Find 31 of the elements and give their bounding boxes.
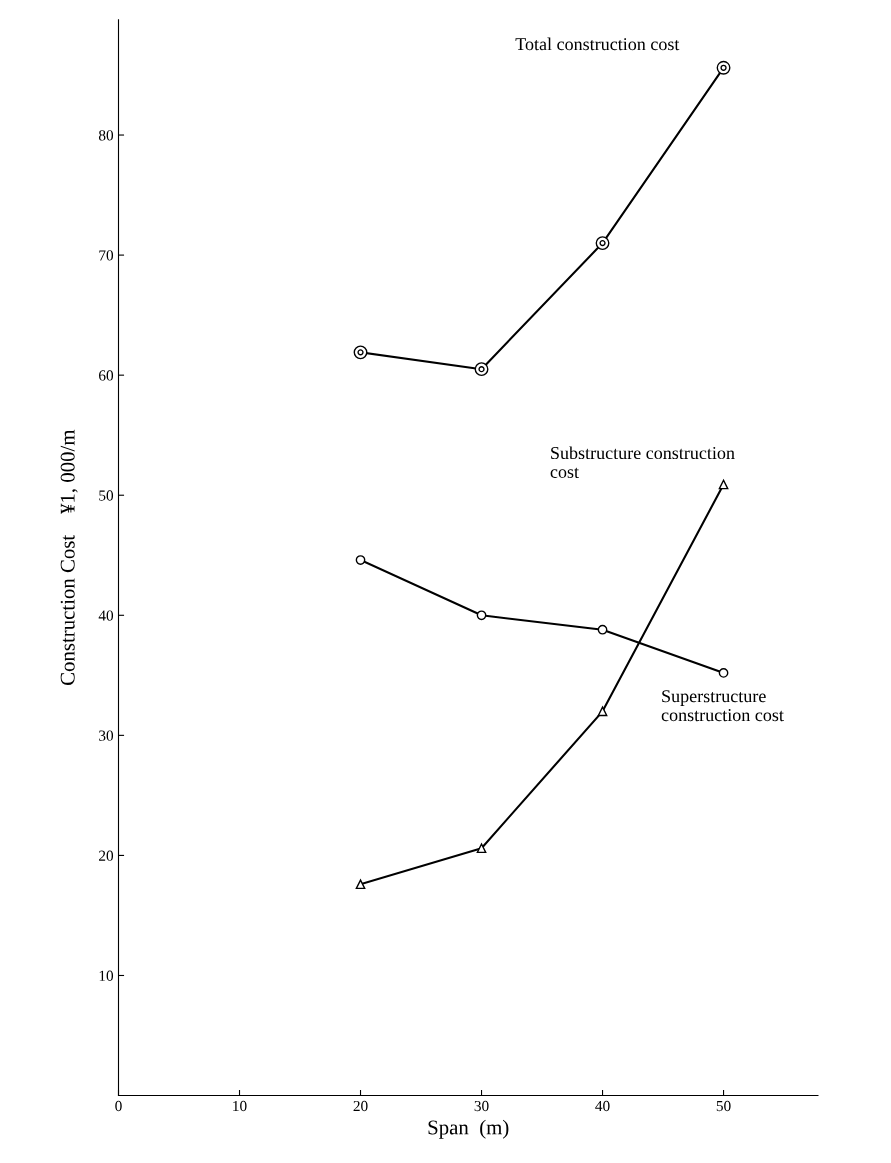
point <box>716 60 731 75</box>
y-tick-label: 80 <box>98 130 114 141</box>
x-tick-label: 30 <box>474 1100 489 1112</box>
point <box>355 555 366 565</box>
point <box>476 610 487 621</box>
point <box>718 479 729 490</box>
y-tick-label: 70 <box>99 250 114 261</box>
y-tick-label: 30 <box>99 730 114 741</box>
x-tick-label: 50 <box>716 1100 731 1112</box>
x-axis-title: Span (m) <box>428 1119 509 1139</box>
y-tick-label: 20 <box>99 850 114 861</box>
x-tick-label: 20 <box>353 1100 368 1112</box>
point <box>597 624 608 635</box>
text: Total construction cost <box>515 37 680 51</box>
point <box>353 345 368 360</box>
y-tick-label: 60 <box>99 370 114 381</box>
series-label: Superstructure construction cost <box>661 690 784 722</box>
point <box>718 668 729 678</box>
y-tick-label: 50 <box>99 490 114 501</box>
point <box>474 362 489 377</box>
x-tick-label: 0 <box>115 1100 122 1112</box>
series-label: Substructure construction cost <box>550 446 735 478</box>
point <box>355 879 366 890</box>
x-tick-label: 40 <box>595 1100 610 1112</box>
y-axis-title: Construction Cost ¥1, 000/m <box>60 429 78 685</box>
point <box>476 843 487 854</box>
point <box>597 706 608 717</box>
x-tick-label: 10 <box>233 1100 247 1112</box>
y-tick-label: 10 <box>99 970 114 981</box>
point <box>595 236 610 251</box>
y-tick-label: 40 <box>98 610 114 621</box>
